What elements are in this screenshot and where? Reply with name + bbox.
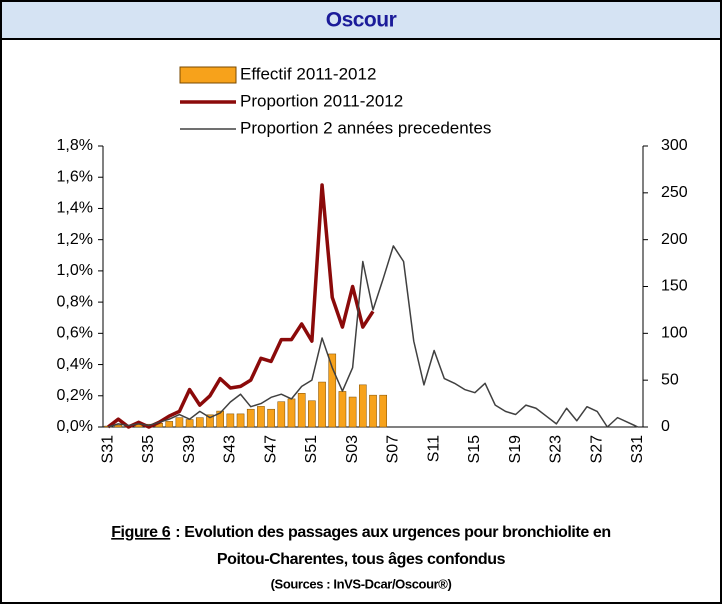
x-tick-label: S15: [466, 435, 483, 464]
bar: [358, 384, 367, 428]
y-tick-label: 1,4%: [57, 200, 93, 217]
bar: [318, 381, 326, 428]
x-tick-label: S51: [303, 435, 320, 464]
y-tick-label: 1,6%: [57, 168, 93, 185]
caption-text: Poitou-Charentes, tous âges confondus: [217, 551, 506, 568]
legend-label: Effectif 2011-2012: [240, 64, 376, 83]
y2-tick-label: 200: [661, 231, 688, 248]
caption-line: Figure 6: Evolution des passages aux urg…: [111, 524, 611, 541]
legend-label: Proportion 2011-2012: [240, 91, 403, 110]
figure-label: Figure 6: [111, 524, 171, 541]
bar: [379, 394, 388, 428]
x-tick-label: S31: [629, 435, 646, 464]
bar: [246, 408, 255, 428]
y2-tick-label: 150: [661, 278, 688, 295]
y2-tick-label: 250: [661, 184, 688, 201]
y-tick-label: 0,4%: [57, 356, 93, 373]
bar: [195, 417, 204, 428]
y-tick-label: 1,2%: [57, 231, 93, 248]
x-tick-label: S27: [588, 435, 605, 464]
caption-sources: (Sources : InVS-Dcar/Oscour®): [271, 576, 452, 591]
bar: [267, 408, 275, 428]
bar: [369, 394, 377, 428]
x-tick-label: S07: [385, 435, 402, 464]
bar: [114, 424, 123, 428]
x-tick-label: S31: [99, 435, 116, 464]
bar: [216, 410, 224, 428]
bar: [348, 396, 357, 428]
y2-tick-label: 300: [661, 137, 688, 154]
caption-text: : Evolution des passages aux urgences po…: [175, 524, 611, 541]
x-tick-label: S23: [548, 435, 565, 464]
bar: [165, 421, 174, 428]
y-tick-label: 1,0%: [57, 262, 93, 279]
x-tick-label: S39: [181, 435, 198, 464]
bar: [277, 401, 286, 428]
chart-title: Oscour: [326, 9, 397, 32]
y-tick-label: 0,0%: [57, 418, 93, 435]
bar: [287, 398, 296, 428]
header: [0, 0, 722, 40]
bar: [175, 417, 184, 428]
x-tick-label: S47: [262, 435, 279, 464]
line: [107, 183, 375, 429]
bar: [308, 400, 316, 428]
bar: [257, 406, 265, 428]
x-tick-label: S35: [140, 435, 157, 464]
y-tick-label: 0,8%: [57, 293, 93, 310]
y-tick-label: 1,8%: [57, 137, 93, 154]
bar: [338, 391, 347, 428]
line: [107, 245, 639, 428]
x-tick-label: S19: [507, 435, 524, 464]
y-tick-label: 0,6%: [57, 325, 93, 342]
y2-tick-label: 100: [661, 325, 688, 342]
y2-tick-label: 0: [661, 418, 670, 435]
x-tick-label: S03: [344, 435, 361, 464]
x-tick-label: S43: [222, 435, 239, 464]
bar: [236, 413, 245, 428]
legend-label: Proportion 2 années precedentes: [240, 118, 491, 137]
y2-tick-label: 50: [661, 371, 679, 388]
y-tick-label: 0,2%: [57, 387, 93, 404]
bar: [328, 353, 337, 428]
x-tick-label: S11: [425, 435, 442, 462]
bar: [185, 419, 194, 428]
bar: [297, 393, 306, 428]
legend-swatch: [179, 66, 237, 84]
bar: [226, 413, 235, 428]
bar: [206, 414, 214, 428]
